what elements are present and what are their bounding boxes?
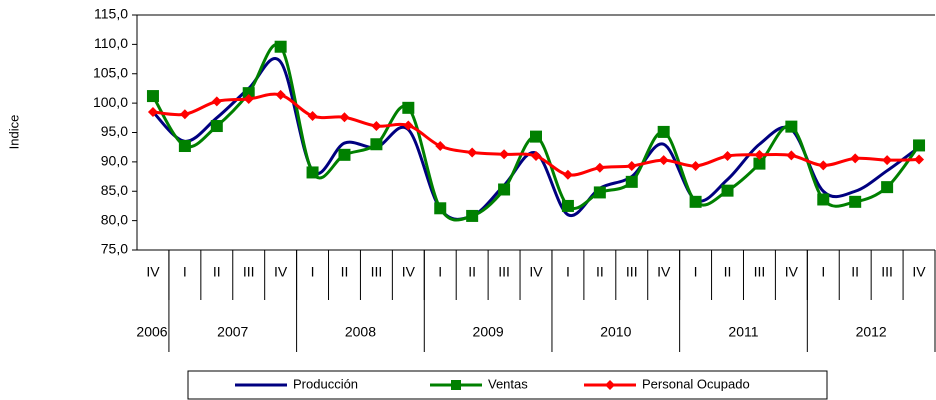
marker [594,162,605,173]
x-tick-label: I [566,264,570,280]
legend-box [187,370,828,400]
marker [658,155,669,166]
x-tick-label: I [311,264,315,280]
x-tick-label: III [754,264,766,280]
marker [913,139,926,152]
marker [467,147,478,158]
marker [625,175,638,188]
marker [403,120,414,131]
x-tick-label: IV [912,264,926,280]
x-tick-label: IV [657,264,671,280]
x-tick-label: III [626,264,638,280]
y-tick-label: 75,0 [101,241,128,257]
x-tick-label: III [881,264,893,280]
x-tick-label: II [341,264,349,280]
marker [338,148,351,161]
marker [626,160,637,171]
y-tick-label: 100,0 [93,94,128,110]
x-tick-label: IV [146,264,160,280]
marker [562,169,573,180]
x-tick-label: I [183,264,187,280]
marker [211,96,222,107]
marker [210,120,223,133]
x-tick-label: II [596,264,604,280]
group-label: 2007 [217,324,248,340]
x-tick-label: III [498,264,510,280]
marker [146,90,159,103]
marker [242,87,255,100]
marker [466,209,479,222]
legend-label: Personal Ocupado [642,376,750,391]
marker [561,199,574,212]
marker [593,186,606,199]
marker [849,195,862,208]
marker [882,155,893,166]
marker [721,184,734,197]
y-tick-label: 90,0 [101,153,128,169]
marker [881,181,894,194]
marker [402,101,415,114]
group-label: 2006 [136,324,167,340]
marker [754,149,765,160]
marker [786,150,797,161]
marker [339,112,350,123]
group-label: 2010 [600,324,631,340]
marker [435,141,446,152]
y-tick-label: 105,0 [93,64,128,80]
marker [306,166,319,179]
x-tick-label: IV [529,264,543,280]
marker [499,149,510,160]
marker [850,153,861,164]
marker [657,125,670,138]
x-tick-label: I [821,264,825,280]
y-tick-label: 110,0 [94,35,128,51]
marker [275,89,286,100]
x-tick-label: II [724,264,732,280]
x-tick-label: II [213,264,221,280]
marker [785,120,798,133]
marker [243,94,254,105]
x-tick-label: III [243,264,255,280]
x-tick-label: IV [402,264,416,280]
marker [817,193,830,206]
y-tick-label: 95,0 [101,123,128,139]
group-label: 2009 [473,324,504,340]
marker [530,130,542,143]
marker [690,160,701,171]
marker [818,160,829,171]
marker [531,151,541,161]
marker [498,183,511,196]
marker [914,154,925,165]
legend-label: Ventas [488,376,528,391]
marker [722,151,733,161]
group-label: 2011 [728,324,758,340]
x-tick-label: II [468,264,476,280]
legend-marker [451,380,461,390]
legend-label: Producción [293,376,358,391]
marker [689,195,702,208]
y-tick-label: 85,0 [101,182,128,198]
x-tick-label: II [851,264,859,280]
marker [274,40,287,53]
legend-marker [605,380,615,390]
x-tick-label: I [694,264,698,280]
x-tick-label: I [438,264,442,280]
x-tick-label: IV [274,264,288,280]
marker [307,111,318,122]
marker [178,140,191,153]
group-label: 2012 [856,324,887,340]
y-tick-label: 80,0 [101,211,128,227]
group-label: 2008 [345,324,376,340]
marker [753,157,766,170]
marker [434,202,447,215]
y-axis-label: Indice [6,115,21,150]
x-tick-label: IV [785,264,799,280]
marker [179,109,190,120]
marker [147,106,158,117]
marker [371,121,382,132]
y-tick-label: 115,0 [94,6,128,22]
x-tick-label: III [371,264,383,280]
marker [370,138,383,151]
